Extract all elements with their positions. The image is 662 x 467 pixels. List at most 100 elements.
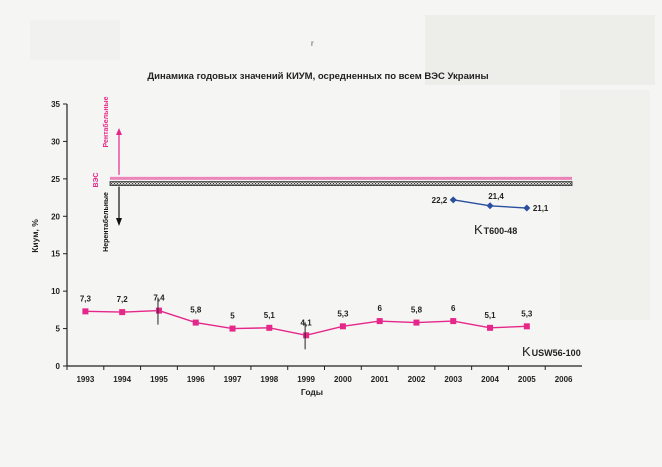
band-hatch <box>223 181 228 186</box>
plants-label: ВЭС <box>93 172 100 187</box>
data-point <box>450 318 457 325</box>
band-hatch <box>562 181 567 186</box>
band-hatch <box>520 181 525 186</box>
data-label: 7,2 <box>117 295 129 304</box>
band-hatch <box>376 181 381 186</box>
data-label: 22,2 <box>432 196 448 205</box>
band-hatch <box>448 181 453 186</box>
series-name-labels: KUSW56-100 KT600-48 <box>474 222 581 359</box>
band-hatch <box>259 181 264 186</box>
band-hatch <box>271 181 276 186</box>
x-tick-label: 1998 <box>260 375 278 384</box>
band-hatch <box>217 181 222 186</box>
data-point <box>192 319 199 326</box>
unprofitable-arrow-head <box>116 218 122 226</box>
band-hatch <box>184 181 189 186</box>
threshold-band-upper <box>110 176 572 180</box>
band-hatch <box>370 181 375 186</box>
band-hatch <box>502 181 507 186</box>
data-point <box>486 202 494 210</box>
x-tick-label: 2006 <box>555 375 573 384</box>
band-hatch <box>382 181 387 186</box>
y-axis-title: Киум, % <box>30 219 40 253</box>
band-hatch <box>322 181 327 186</box>
band-hatch <box>481 181 486 186</box>
band-hatch <box>367 181 372 186</box>
band-hatch <box>208 181 213 186</box>
band-hatch <box>511 181 516 186</box>
band-hatch <box>385 181 390 186</box>
band-hatch <box>133 181 138 186</box>
band-hatch <box>277 181 282 186</box>
data-point <box>303 332 310 339</box>
x-tick-label: 2000 <box>334 375 352 384</box>
band-hatch <box>355 181 360 186</box>
band-hatch <box>235 181 240 186</box>
band-hatch <box>340 181 345 186</box>
data-label: 7,4 <box>153 294 165 303</box>
band-hatch <box>328 181 333 186</box>
chart-title: Динамика годовых значений КИУМ, осреднен… <box>147 71 488 82</box>
band-hatch <box>490 181 495 186</box>
band-hatch <box>232 181 237 186</box>
band-hatch <box>214 181 219 186</box>
y-tick-label: 30 <box>51 137 60 146</box>
y-axis-ticks: 0 5 10 15 20 25 30 35 <box>51 100 67 371</box>
band-hatch <box>181 181 186 186</box>
band-hatch <box>301 181 306 186</box>
band-hatch <box>178 181 183 186</box>
band-hatch <box>373 181 378 186</box>
data-label: 7,3 <box>80 294 92 303</box>
band-hatch <box>118 181 123 186</box>
band-hatch <box>472 181 477 186</box>
band-hatch <box>475 181 480 186</box>
data-label: 5,1 <box>484 311 496 320</box>
band-hatch <box>304 181 309 186</box>
band-hatch <box>286 181 291 186</box>
data-label: 5,3 <box>521 309 533 318</box>
band-hatch <box>298 181 303 186</box>
band-hatch <box>154 181 159 186</box>
band-hatch <box>484 181 489 186</box>
band-hatch <box>199 181 204 186</box>
band-hatch <box>211 181 216 186</box>
x-tick-label: 2001 <box>371 375 389 384</box>
data-label: 5,8 <box>411 306 423 315</box>
data-point <box>376 318 383 325</box>
x-axis-ticks: 1993 1994 1995 1996 1997 1998 1999 2000 2001 2002… <box>66 366 573 384</box>
data-point <box>119 309 126 316</box>
band-hatch <box>364 181 369 186</box>
profitable-label: Рентабельные <box>102 96 110 147</box>
data-label: 6 <box>451 304 456 313</box>
band-hatch <box>409 181 414 186</box>
band-hatch <box>151 181 156 186</box>
band-hatch <box>163 181 168 186</box>
band-hatch <box>274 181 279 186</box>
band-hatch <box>496 181 501 186</box>
band-hatch <box>142 181 147 186</box>
data-label: 4,1 <box>301 318 313 327</box>
band-hatch <box>460 181 465 186</box>
y-tick-label: 5 <box>56 325 61 334</box>
band-hatch <box>136 181 141 186</box>
band-hatch <box>331 181 336 186</box>
data-point <box>523 204 531 212</box>
band-hatch <box>220 181 225 186</box>
band-hatch <box>196 181 201 186</box>
band-hatch <box>265 181 270 186</box>
band-hatch <box>493 181 498 186</box>
band-hatch <box>172 181 177 186</box>
band-hatch <box>433 181 438 186</box>
x-tick-label: 2004 <box>481 375 499 384</box>
page-corner-mark: r <box>311 39 314 48</box>
band-hatch <box>127 181 132 186</box>
band-hatch <box>469 181 474 186</box>
band-hatch <box>517 181 522 186</box>
band-hatch <box>325 181 330 186</box>
band-hatch <box>535 181 540 186</box>
series-layer: 7,3 7,2 7,4 5,8 5 5,1 4,1 5,3 6 5,8 6 5,1 5,3 22,2 21,… <box>80 192 549 350</box>
band-hatch <box>406 181 411 186</box>
band-hatch <box>445 181 450 186</box>
